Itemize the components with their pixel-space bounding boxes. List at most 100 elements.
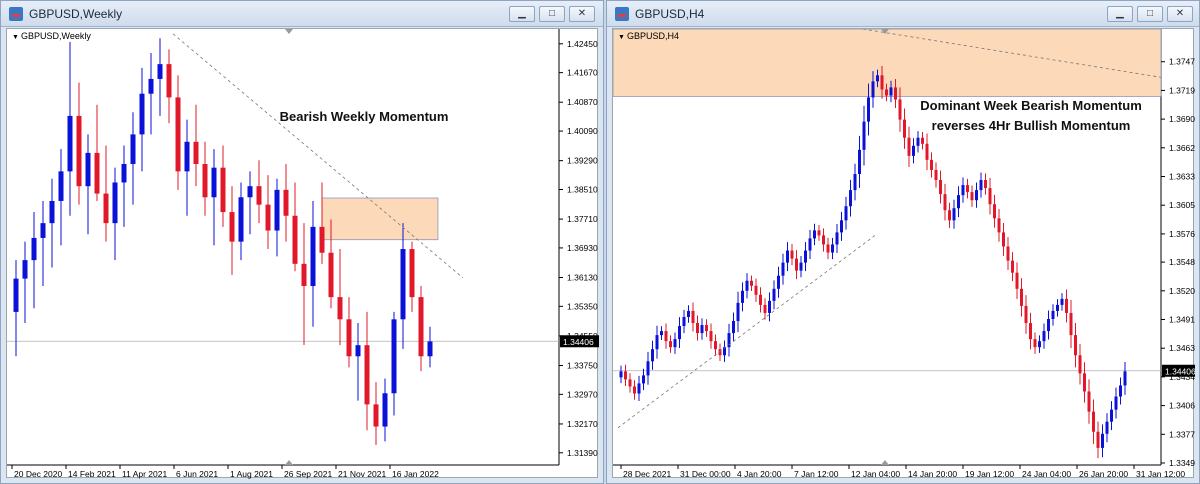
- y-tick-label: 1.42450: [567, 39, 598, 49]
- symbol-dropdown-icon: ▼: [618, 34, 625, 41]
- x-tick-label: 7 Jan 12:00: [794, 469, 839, 479]
- candle-body: [840, 220, 843, 233]
- maximize-icon: □: [548, 8, 556, 19]
- symbol-dropdown-icon: ▼: [12, 34, 19, 41]
- chart-area[interactable]: 1.42450 1.41670 1.40870 1.40090 1.39290 1.385…: [6, 28, 599, 479]
- x-tick-label: 1 Aug 2021: [230, 469, 273, 479]
- window-title: GBPUSD,Weekly: [29, 7, 123, 21]
- candle-body: [889, 87, 893, 96]
- candle-body: [957, 195, 960, 209]
- candle-body: [835, 232, 839, 245]
- y-tick-label: 1.37475: [1169, 57, 1195, 67]
- close-button[interactable]: ✕: [569, 6, 595, 22]
- y-tick-label: 1.35765: [1169, 229, 1195, 239]
- candle-body: [1006, 246, 1010, 261]
- x-tick-label: 31 Dec 00:00: [680, 469, 731, 479]
- x-tick-label: 4 Jan 20:00: [737, 469, 782, 479]
- candle-body: [655, 335, 659, 350]
- candle-body: [166, 64, 172, 98]
- candle-body: [997, 218, 1001, 233]
- candle-body: [58, 171, 64, 201]
- y-tick-label: 1.33750: [567, 361, 598, 371]
- candle-body: [112, 182, 118, 224]
- candle-body: [229, 212, 235, 242]
- candle-body: [247, 186, 253, 198]
- candle-body: [885, 89, 888, 96]
- candle-body: [1096, 431, 1100, 448]
- candle-body: [970, 192, 974, 201]
- candle-body: [700, 325, 704, 334]
- candle-body: [678, 326, 681, 340]
- current-price-label: 1.34406: [1165, 366, 1195, 376]
- x-tick-label: 6 Jun 2021: [176, 469, 218, 479]
- candle-body: [669, 341, 672, 348]
- candle-body: [364, 345, 370, 405]
- y-tick-label: 1.38510: [567, 184, 598, 194]
- minimize-button[interactable]: ▁: [1107, 6, 1133, 22]
- h4-chart[interactable]: 1.37475 1.37190 1.36905 1.36620 1.36335 1.360…: [613, 29, 1195, 479]
- candle-body: [867, 97, 870, 122]
- candle-body: [876, 75, 879, 82]
- y-tick-label: 1.37710: [567, 214, 598, 224]
- candle-body: [148, 78, 154, 94]
- candle-body: [826, 244, 830, 253]
- x-tick-label: 11 Apr 2021: [122, 469, 167, 479]
- x-tick-label: 21 Nov 2021: [338, 469, 386, 479]
- candle-body: [966, 185, 969, 193]
- y-tick-label: 1.36620: [1169, 143, 1195, 153]
- candle-body: [157, 64, 163, 79]
- candle-body: [691, 310, 695, 324]
- candle-body: [781, 262, 785, 276]
- candle-body: [646, 361, 650, 376]
- candle-body: [822, 235, 825, 245]
- window-titlebar[interactable]: GBPUSD,Weekly ▁ □ ✕: [1, 1, 603, 27]
- annotation-text: Dominant Week Bearish Momentum: [920, 98, 1142, 113]
- weekly-chart[interactable]: 1.42450 1.41670 1.40870 1.40090 1.39290 1.385…: [7, 29, 599, 479]
- candle-body: [292, 215, 298, 264]
- candle-body: [202, 163, 208, 198]
- chart-area[interactable]: 1.37475 1.37190 1.36905 1.36620 1.36335 1.360…: [612, 28, 1195, 479]
- window-titlebar[interactable]: GBPUSD,H4 ▁ □ ✕: [607, 1, 1199, 27]
- candle-body: [813, 230, 816, 239]
- top-marker-icon: [881, 29, 889, 34]
- bottom-marker-icon: [285, 460, 293, 465]
- y-tick-label: 1.34060: [1169, 401, 1195, 411]
- candle-body: [709, 331, 713, 342]
- candle-body: [637, 383, 641, 394]
- chart-window-h4[interactable]: GBPUSD,H4 ▁ □ ✕ 1.374751.371901.369051.3…: [606, 0, 1200, 484]
- y-tick-label: 1.35350: [567, 301, 598, 311]
- maximize-button[interactable]: □: [539, 6, 565, 22]
- candle-body: [265, 204, 271, 231]
- candle-body: [1051, 310, 1055, 319]
- candle-body: [750, 280, 753, 286]
- candle-body: [808, 238, 812, 251]
- close-button[interactable]: ✕: [1167, 6, 1193, 22]
- candle-body: [40, 223, 46, 238]
- candle-body: [1105, 421, 1109, 434]
- candle-body: [696, 323, 699, 334]
- candle-body: [103, 193, 109, 224]
- candle-body: [1123, 371, 1127, 386]
- candle-body: [912, 145, 915, 156]
- chart-icon: [615, 7, 629, 21]
- candle-body: [1011, 260, 1014, 273]
- candle-body: [651, 349, 654, 362]
- close-icon: ✕: [577, 8, 587, 19]
- chart-window-weekly[interactable]: GBPUSD,Weekly ▁ □ ✕ 1.42450 1.41670 1.4087…: [0, 0, 604, 484]
- trendline: [172, 33, 464, 279]
- maximize-button[interactable]: □: [1137, 6, 1163, 22]
- candle-body: [745, 280, 749, 291]
- x-tick-label: 28 Dec 2021: [623, 469, 671, 479]
- candle-body: [1033, 339, 1037, 348]
- candle-body: [1024, 305, 1028, 324]
- candle-body: [853, 173, 857, 191]
- current-price-label: 1.34406: [563, 337, 594, 347]
- x-tick-label: 14 Jan 20:00: [908, 469, 957, 479]
- x-tick-label: 20 Dec 2020: [14, 469, 62, 479]
- candle-body: [772, 288, 776, 301]
- minimize-button[interactable]: ▁: [509, 6, 535, 22]
- candle-body: [849, 190, 852, 207]
- candle-body: [682, 316, 686, 327]
- candle-body: [727, 333, 731, 348]
- candle-body: [1110, 409, 1113, 422]
